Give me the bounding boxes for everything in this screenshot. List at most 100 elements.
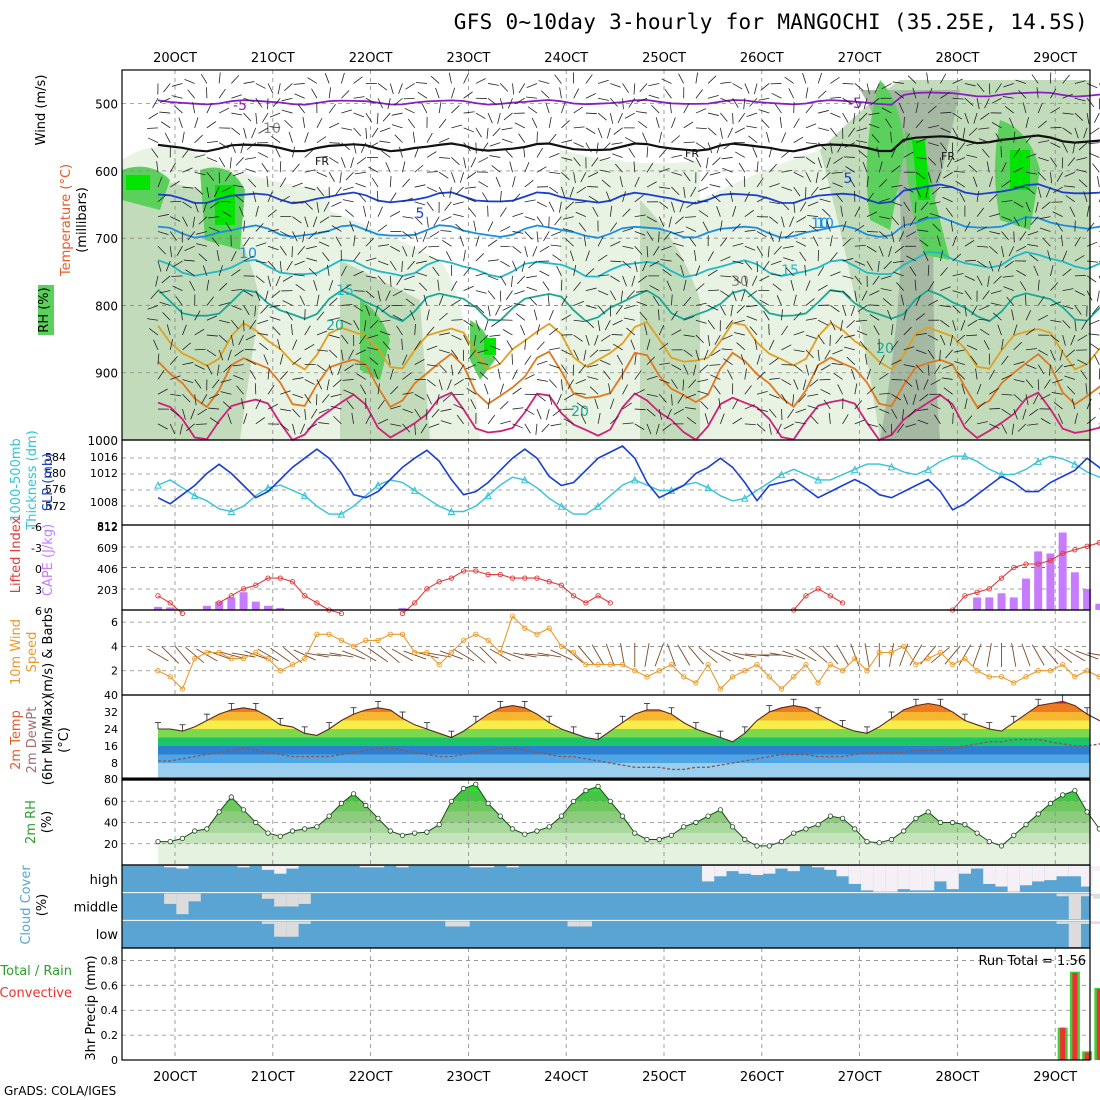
wind-barb [1092, 163, 1100, 173]
wind-barb [536, 341, 545, 351]
wind-barb [906, 231, 917, 238]
wind-barb [830, 252, 838, 262]
wind-barb [1063, 185, 1075, 188]
wind-barb [616, 354, 623, 365]
isotherm-label: FR [941, 150, 955, 163]
wind-barb [170, 393, 182, 397]
wind-barb [973, 112, 978, 124]
wind-barb [267, 83, 274, 94]
wind-barb [500, 83, 509, 92]
wind-barb [822, 208, 831, 217]
wind-barb [793, 136, 804, 143]
wind-barb [1074, 305, 1082, 315]
wind-barb [344, 209, 354, 217]
wind-barb [292, 216, 302, 224]
wind-barb [374, 305, 379, 317]
thickness-tick-label: 584 [45, 451, 66, 464]
wind-barb [212, 379, 220, 389]
wind-barb [426, 132, 433, 143]
wind-barb [405, 83, 415, 90]
wind-barb [793, 379, 799, 390]
wind-barb [1051, 392, 1063, 395]
wind-barb [1074, 290, 1085, 296]
wind-barb [720, 237, 728, 247]
wind-barb [927, 281, 935, 291]
wind-barb [251, 127, 257, 139]
wind-barb [1043, 379, 1051, 389]
wind-barb [885, 118, 892, 129]
wind-barb [255, 205, 259, 217]
wind-barb [277, 83, 281, 95]
wind-barb [266, 176, 269, 188]
wind-barb [297, 104, 306, 114]
wind-barb [778, 231, 782, 243]
cloud-cover-cell [164, 893, 177, 904]
wind-barb [768, 423, 772, 435]
wind-speed-marker [876, 649, 882, 656]
wind-barb [402, 216, 414, 219]
wind-speed-marker [901, 643, 907, 650]
wind-barb [1002, 275, 1014, 278]
rh-shading [215, 185, 235, 225]
wind-barb [536, 147, 543, 158]
rh-marker [644, 836, 650, 843]
wind-barb [756, 354, 761, 365]
wind-barb [487, 305, 491, 317]
wind-barb [1090, 343, 1100, 351]
wind-barb [594, 398, 599, 410]
wind-barb [631, 275, 636, 287]
wind-barb [721, 650, 745, 660]
wind-barb [585, 112, 597, 115]
cloud-cover-cell [274, 921, 287, 937]
wind-barb [915, 379, 919, 391]
wind-barb [945, 349, 953, 359]
wind-barb [779, 116, 782, 128]
wind-barb [891, 393, 902, 401]
wind-barb [1025, 310, 1032, 321]
wind-barb [891, 379, 903, 381]
wind-barb [182, 408, 186, 420]
wind-barb [236, 385, 244, 395]
wind-barb [206, 296, 214, 306]
wind-barb [499, 275, 507, 286]
wind-barb [695, 319, 707, 324]
wind-barb [341, 284, 351, 291]
wind-barb [599, 157, 611, 162]
wind-barb [536, 216, 544, 226]
wind-barb [720, 275, 732, 278]
wind-barb [952, 127, 959, 138]
wind-barb [894, 245, 904, 254]
wind-barb [657, 309, 660, 321]
wind-barb [820, 388, 831, 395]
wind-barb [412, 131, 416, 143]
wind-barb [556, 394, 562, 405]
wind-barb [379, 319, 391, 323]
wind-barb [194, 364, 205, 370]
wind-barb [175, 296, 183, 306]
wind-barb [377, 260, 389, 266]
wind-barb [925, 186, 929, 198]
wind-barb [585, 287, 597, 292]
wind-barb [313, 280, 318, 291]
wind-barb [293, 83, 305, 85]
wind-barb [722, 167, 733, 173]
wind-barb [1039, 216, 1051, 220]
x-tick-top-label: 22OCT [349, 51, 393, 66]
wind-barb [169, 339, 174, 350]
wind-barb [341, 109, 353, 114]
wind-barb [883, 260, 892, 270]
wind-barb [683, 187, 686, 199]
wind-barb [894, 91, 904, 99]
isotherm-30 [157, 350, 1100, 409]
wind-barb [736, 342, 746, 351]
wind-barb [1018, 89, 1027, 99]
thickness-tick-label: 580 [45, 467, 66, 480]
wind-barb [174, 645, 191, 665]
wind-barb [452, 213, 464, 218]
isotherm-minus5 [157, 91, 1100, 106]
wind-barb [1074, 127, 1079, 139]
wind-barb [624, 305, 635, 310]
wind-barb [893, 271, 904, 277]
wind-barb [976, 260, 987, 268]
wind-barb [683, 334, 695, 338]
